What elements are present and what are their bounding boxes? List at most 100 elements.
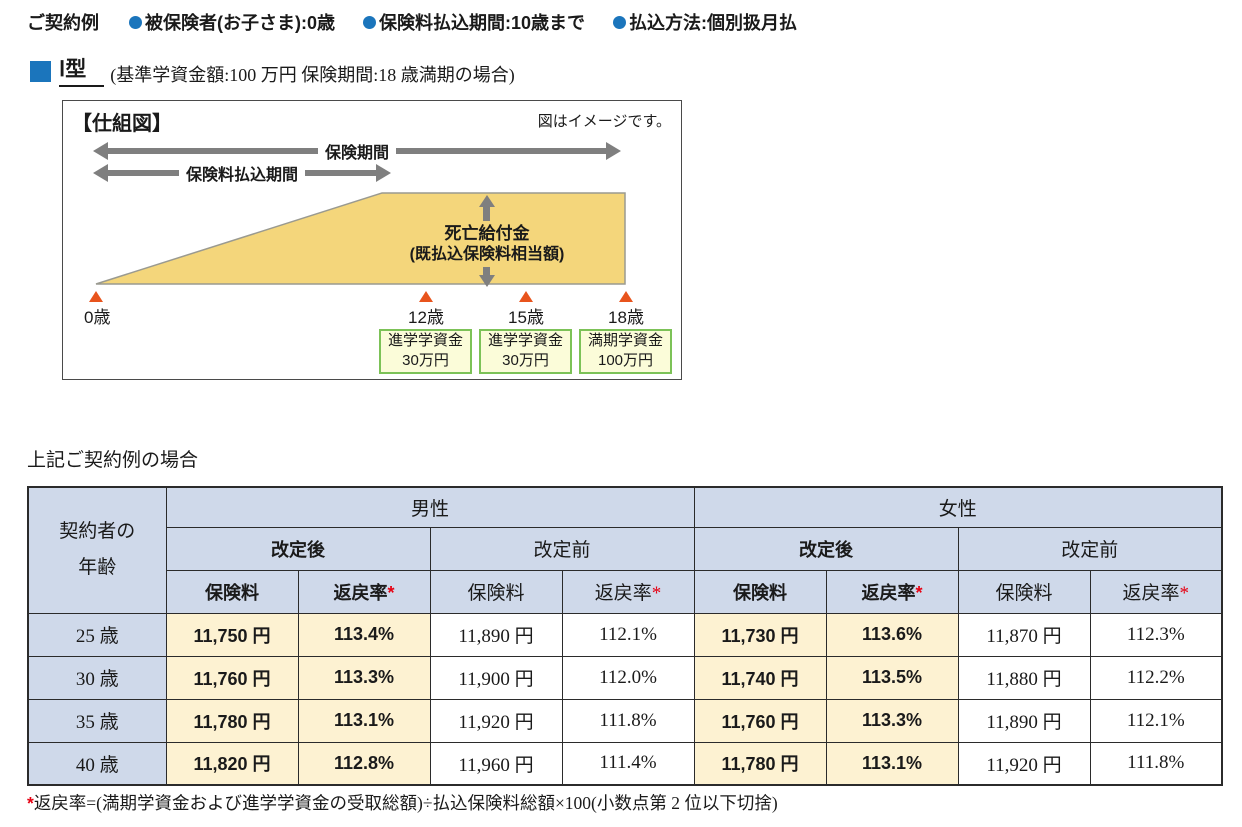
payment-method-label: 払込方法:個別扱月払 (629, 13, 798, 33)
age-cell: 25 歳 (27, 612, 167, 657)
death-benefit-line1: 死亡給付金 (444, 224, 530, 243)
rate-col-header: 返戻率* (825, 569, 959, 614)
premium-col-header: 保険料 (429, 569, 563, 614)
rate-cell: 113.5% (825, 655, 959, 700)
premium-col-header: 保険料 (693, 569, 827, 614)
premium-cell: 11,870 円 (957, 612, 1091, 657)
diagram-note: 図はイメージです。 (537, 113, 671, 130)
rate-cell: 112.3% (1089, 612, 1223, 657)
arrow-left-icon (93, 142, 108, 160)
premium-cell: 11,920 円 (957, 741, 1091, 786)
female-after-header: 改定後 (693, 526, 959, 571)
arrow-up-icon (479, 195, 495, 207)
rate-cell: 113.6% (825, 612, 959, 657)
age-tick-icon (519, 291, 533, 302)
table-row: 40 歳 11,820 円 112.8% 11,960 円 111.4% 11,… (27, 741, 1223, 786)
rate-cell: 112.8% (297, 741, 431, 786)
premium-payment-period-label: 保険料払込期間 (186, 167, 299, 184)
gender-header-row: 契約者の 年齢 男性 女性 (27, 486, 1223, 614)
rate-cell: 113.3% (297, 655, 431, 700)
male-before-header: 改定前 (429, 526, 695, 571)
asterisk: * (915, 582, 923, 603)
arrow-line (108, 148, 318, 154)
rate-cell: 113.4% (297, 612, 431, 657)
rate-footnote: *返戻率=(満期学資金および進学学資金の受取総額)÷払込保険料総額×100(小数… (27, 790, 778, 815)
payment-period-label: 保険料払込期間:10歳まで (379, 13, 586, 33)
revision-header-row: 改定後 改定前 改定後 改定前 (28, 526, 1223, 571)
rate-col-header: 返戻率* (561, 569, 695, 614)
payment-period-item: 保険料払込期間:10歳まで (363, 9, 585, 35)
bullet-icon (363, 15, 376, 29)
asterisk: * (651, 583, 662, 604)
payout-amount: 30万円 (402, 352, 449, 369)
premium-cell: 11,960 円 (429, 741, 563, 786)
death-benefit-line2: (既払込保険料相当額) (409, 246, 565, 263)
premium-cell: 11,890 円 (957, 698, 1091, 743)
plan-type-detail: (基準学資金額:100 万円 保険期間:18 歳満期の場合) (110, 65, 515, 85)
rate-cell: 112.2% (1089, 655, 1223, 700)
diagram-title: 【仕組図】 (72, 113, 172, 135)
rate-cell: 111.4% (561, 741, 695, 786)
rate-cell: 111.8% (561, 698, 695, 743)
female-header: 女性 (693, 486, 1223, 528)
age-tick-icon (619, 291, 633, 302)
arrow-line (108, 170, 179, 176)
premium-cell: 11,900 円 (429, 655, 563, 700)
rate-label: 返戻率 (1122, 583, 1180, 604)
premium-cell: 11,820 円 (165, 741, 299, 786)
footnote-text: 返戻率=(満期学資金および進学学資金の受取総額)÷払込保険料総額×100(小数点… (33, 793, 778, 813)
table-row: 30 歳 11,760 円 113.3% 11,900 円 112.0% 11,… (27, 655, 1223, 700)
age-cell: 40 歳 (27, 741, 167, 786)
age-cell: 35 歳 (27, 698, 167, 743)
death-benefit-trapezoid (95, 192, 626, 285)
asterisk: * (387, 582, 395, 603)
asterisk: * (1179, 583, 1190, 604)
insured-person-label: 被保険者(お子さま):0歳 (145, 13, 335, 33)
rate-cell: 111.8% (1089, 741, 1223, 786)
rate-cell: 113.1% (297, 698, 431, 743)
asterisk: * (27, 793, 34, 813)
payout-name: 進学学資金 (387, 332, 463, 349)
arrow-right-icon (376, 164, 392, 182)
rate-col-header: 返戻率* (297, 569, 431, 614)
rate-cell: 113.3% (825, 698, 959, 743)
arrow-line (305, 170, 377, 176)
age-tick-icon (89, 291, 103, 302)
rate-cell: 112.1% (561, 612, 695, 657)
premium-payment-period-arrow: 保険料払込期間 (93, 164, 392, 184)
age-label-12: 12歳 (408, 308, 444, 327)
blue-square-icon (30, 61, 51, 82)
age-label-18: 18歳 (608, 308, 644, 327)
payout-box-18: 満期学資金 100万円 (579, 329, 672, 374)
rate-label: 返戻率 (333, 582, 388, 603)
age-label-15: 15歳 (508, 308, 544, 327)
female-before-header: 改定前 (957, 526, 1223, 571)
death-benefit-label: 死亡給付金 (既払込保険料相当額) (367, 223, 607, 265)
insurance-period-label: 保険期間 (325, 145, 390, 162)
rate-col-header: 返戻率* (1089, 569, 1223, 614)
age-tick-icon (419, 291, 433, 302)
rate-label: 返戻率 (861, 582, 916, 603)
corner-line1: 契約者の (59, 521, 136, 543)
insurance-period-arrow: 保険期間 (93, 142, 622, 162)
bullet-icon (613, 15, 627, 29)
premium-cell: 11,780 円 (165, 698, 299, 743)
contract-example-title: ご契約例 (27, 13, 99, 33)
male-after-header: 改定後 (165, 526, 431, 571)
scheme-diagram: 【仕組図】 図はイメージです。 保険期間 保険料払込期間 死亡給付金 (既払込保 (62, 100, 682, 380)
arrow-shaft (483, 206, 490, 221)
column-header-row: 保険料 返戻率* 保険料 返戻率* 保険料 返戻率* 保険料 返戻率* (28, 569, 1223, 614)
payout-box-15: 進学学資金 30万円 (479, 329, 572, 374)
premium-cell: 11,880 円 (957, 655, 1091, 700)
table-row: 25 歳 11,750 円 113.4% 11,890 円 112.1% 11,… (27, 612, 1223, 657)
arrow-down-icon (479, 275, 495, 287)
bullet-icon (129, 15, 142, 29)
age-cell: 30 歳 (27, 655, 167, 700)
male-header: 男性 (165, 486, 695, 528)
premium-col-header: 保険料 (165, 569, 299, 614)
plan-type-header: Ⅰ型 (基準学資金額:100 万円 保険期間:18 歳満期の場合) (30, 57, 515, 88)
premium-cell: 11,920 円 (429, 698, 563, 743)
rate-label: 返戻率 (594, 583, 652, 604)
premium-col-header: 保険料 (957, 569, 1091, 614)
